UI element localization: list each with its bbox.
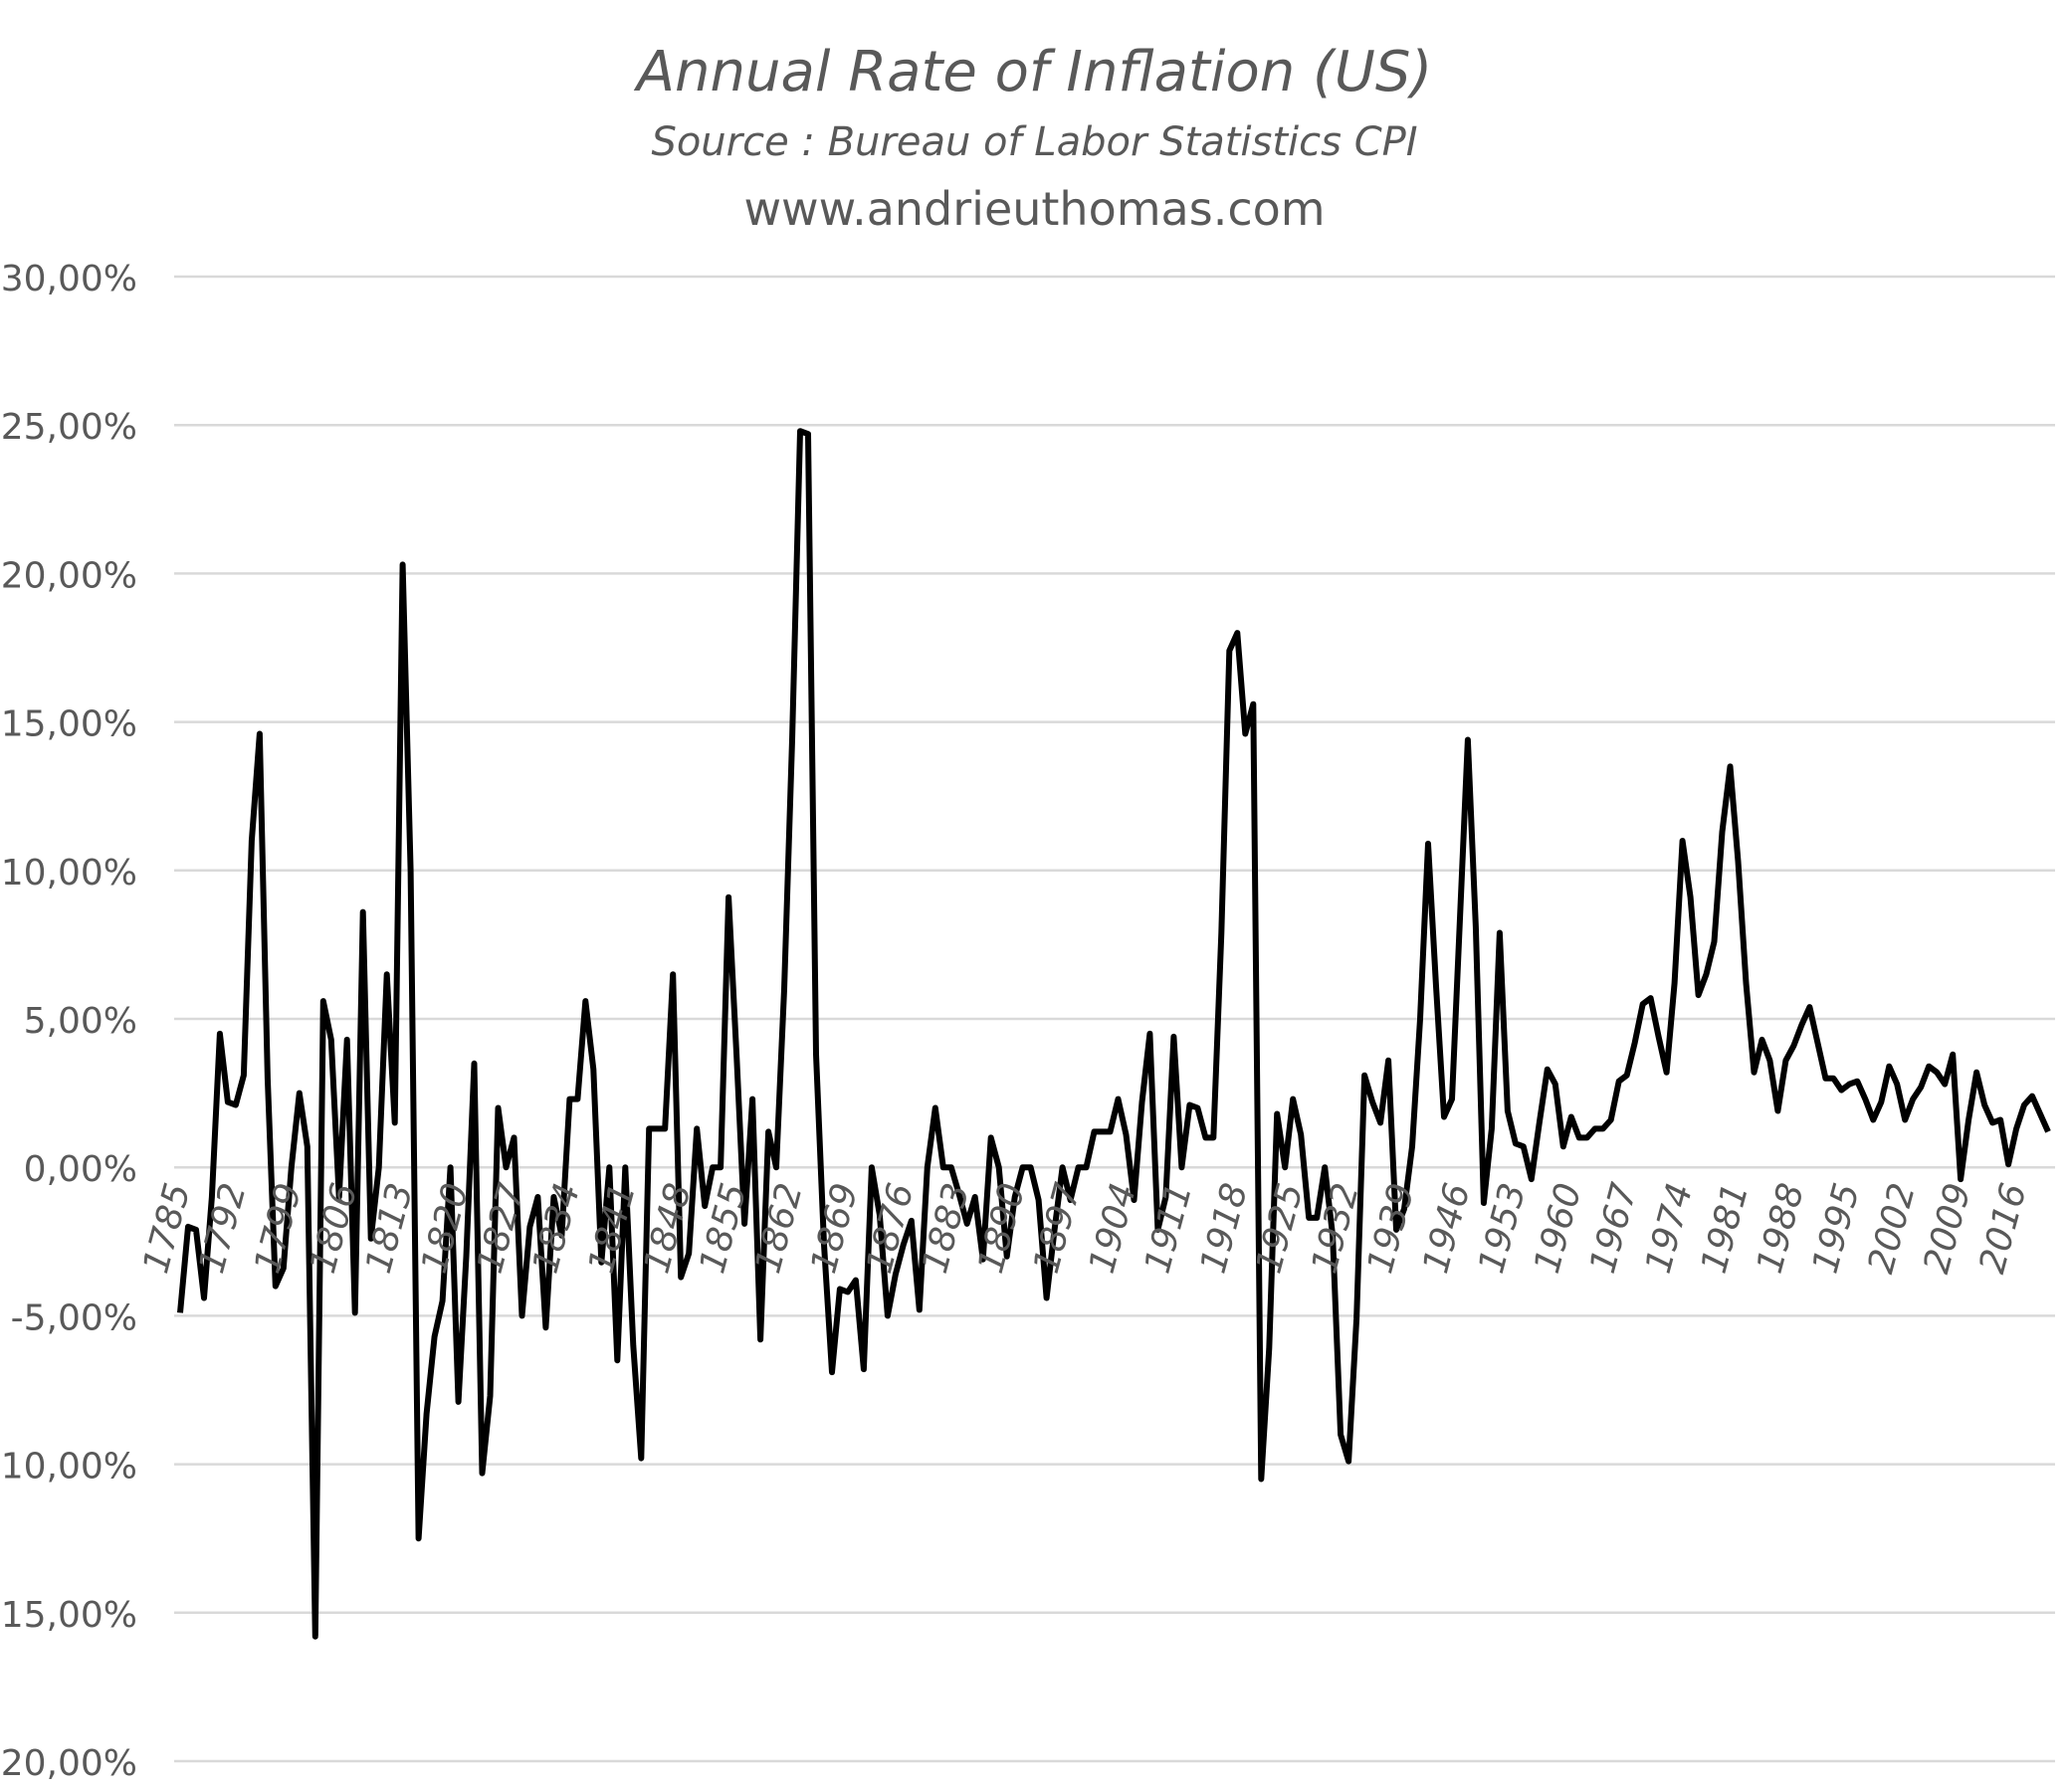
y-tick-label: -5,00% [11, 1297, 137, 1338]
chart-subtitle: Source : Bureau of Labor Statistics CPI [651, 119, 1418, 165]
y-axis-tick-labels: 30,00% 25,00% 20,00% 15,00% 10,00% 5,00% 0,00%… [0, 259, 137, 1784]
x-tick-label: 1904 [1082, 1179, 1144, 1278]
y-tick-label: 10,00% [1, 853, 137, 894]
x-axis-tick-labels: 1785179217991806181318201827183418411848… [135, 1179, 2034, 1278]
x-tick-label: 2002 [1861, 1179, 1924, 1278]
y-tick-label: 0,00% [24, 1149, 137, 1190]
x-tick-label: 1939 [1359, 1179, 1422, 1278]
y-tick-label: -10,00% [0, 1447, 137, 1488]
y-tick-label: 30,00% [1, 259, 137, 299]
x-tick-label: 1792 [191, 1179, 254, 1278]
x-tick-label: 1918 [1193, 1179, 1256, 1278]
series-line [177, 428, 2051, 1640]
gridlines [174, 275, 2055, 1763]
y-tick-label: 25,00% [1, 407, 137, 448]
x-tick-label: 1974 [1638, 1179, 1701, 1278]
x-tick-label: 1890 [970, 1179, 1033, 1278]
y-tick-label: 15,00% [1, 704, 137, 745]
x-tick-label: 1834 [525, 1179, 588, 1278]
y-tick-label: 5,00% [24, 1001, 137, 1042]
chart-website: www.andrieuthomas.com [743, 182, 1326, 236]
x-tick-label: 1869 [803, 1179, 866, 1278]
y-tick-label: -15,00% [0, 1595, 137, 1636]
x-tick-label: 1981 [1694, 1179, 1757, 1278]
x-tick-label: 1967 [1582, 1179, 1645, 1278]
x-tick-label: 1995 [1805, 1179, 1868, 1278]
y-tick-label: -20,00% [0, 1743, 137, 1784]
x-tick-label: 1946 [1415, 1179, 1478, 1278]
x-tick-label: 1841 [581, 1179, 644, 1278]
chart-title: Annual Rate of Inflation (US) [636, 40, 1433, 104]
x-tick-label: 1799 [247, 1179, 310, 1278]
x-tick-label: 1911 [1138, 1179, 1200, 1278]
x-tick-label: 2009 [1917, 1179, 1979, 1278]
y-tick-label: 20,00% [1, 555, 137, 596]
x-tick-label: 1988 [1750, 1179, 1812, 1278]
x-tick-label: 1960 [1527, 1179, 1589, 1278]
x-tick-label: 2016 [1971, 1179, 2034, 1278]
inflation-series-line [177, 428, 2051, 1640]
